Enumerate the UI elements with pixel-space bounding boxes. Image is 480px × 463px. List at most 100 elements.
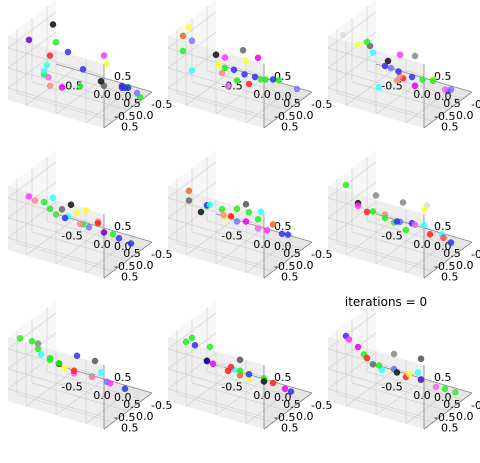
gridline (405, 387, 455, 425)
scatter-points (25, 21, 144, 101)
scatter-point (387, 64, 395, 72)
z-tick-label: 0.5 (274, 371, 292, 384)
scatter-point (25, 193, 33, 200)
y-tick-label: -0.5 (311, 248, 332, 261)
scatter-point (447, 239, 455, 246)
scatter-point (88, 373, 96, 381)
scatter-point (414, 369, 422, 376)
x-tick-label: 0.0 (413, 238, 431, 251)
tick-labels: -0.50.00.50.50.0-0.50.50.0-0.5 (221, 220, 332, 283)
scatter-point (179, 32, 187, 40)
gridline (191, 231, 289, 261)
scatter-point (345, 336, 353, 343)
tick-labels: -0.50.00.50.50.0-0.50.50.0-0.5 (221, 70, 332, 133)
scatter-point (115, 235, 123, 242)
y-tick-label: 0.0 (456, 109, 474, 122)
tick-labels: -0.50.00.50.50.0-0.50.50.0-0.5 (221, 371, 332, 434)
gridline (327, 67, 425, 97)
scatter-point (46, 356, 54, 364)
gridline (191, 382, 289, 412)
y-tick-label: 0.5 (121, 421, 139, 434)
scatter-point (100, 52, 108, 59)
y-tick-label: -0.5 (151, 248, 172, 261)
x-tick-label: 0.5 (123, 97, 141, 110)
x-tick-label: 0.0 (253, 238, 271, 251)
tick-labels: -0.50.00.50.50.0-0.50.50.0-0.5 (381, 220, 480, 283)
scatter-point (420, 206, 428, 213)
scatter-point (262, 76, 269, 83)
scatter-point (16, 335, 24, 342)
y-tick-label: -0.5 (471, 399, 480, 412)
x-tick-label: 0.0 (93, 238, 111, 251)
z-tick-label: 0.0 (274, 391, 292, 404)
scatter-point (218, 206, 226, 213)
y-tick-label: 0.5 (441, 120, 459, 133)
scatter-point (94, 220, 102, 227)
scatter-point (411, 221, 419, 229)
subplot-4: -0.50.00.50.50.0-0.50.50.0-0.5 (7, 150, 172, 283)
gridlines (327, 6, 464, 124)
scatter-point (233, 205, 241, 213)
gridline (245, 387, 295, 425)
scatter-point (224, 82, 232, 90)
x-tick-label: -0.5 (61, 229, 82, 242)
gridline (7, 11, 57, 49)
scatter-point (185, 197, 193, 204)
x-tick-label: -0.5 (61, 380, 82, 393)
z-tick-label: 0.0 (114, 90, 132, 103)
gridline (7, 47, 105, 77)
scatter-point (25, 36, 33, 44)
scatter-points (182, 334, 295, 395)
scatter-point (390, 350, 398, 358)
y-tick-label: -0.5 (471, 248, 480, 261)
gridline (336, 242, 434, 272)
scatter-point (381, 62, 389, 70)
gridline (7, 161, 57, 199)
scatter-point (209, 360, 217, 368)
scatter-point (287, 388, 295, 395)
gridlines (7, 156, 144, 274)
x-tick-label: 0.5 (443, 247, 461, 260)
gridline (327, 312, 377, 350)
subplot-7: -0.50.00.50.50.0-0.50.50.0-0.5 (7, 301, 172, 434)
scatter-point (257, 208, 265, 216)
x-tick-label: 0.0 (413, 389, 431, 402)
axis-line (423, 241, 473, 279)
z-tick-label: 0.0 (114, 391, 132, 404)
x-tick-label: -0.5 (61, 79, 82, 92)
scatter-point (106, 380, 114, 387)
scatter-point (452, 389, 459, 396)
scatter-point (61, 214, 69, 222)
y-tick-label: -0.5 (311, 399, 332, 412)
x-tick-label: -0.5 (381, 380, 402, 393)
scatter-point (375, 84, 383, 91)
scatter-point (70, 367, 78, 375)
x-tick-label: -0.5 (381, 229, 402, 242)
scatter-point (260, 378, 268, 385)
scatter-point (440, 234, 447, 242)
z-tick-label: -0.5 (114, 411, 135, 424)
scatter-point (393, 369, 401, 376)
y-tick-label: 0.0 (296, 410, 314, 423)
scatter-point (236, 356, 244, 364)
scatter-point (37, 351, 45, 358)
scatter-point (233, 218, 241, 225)
y-tick-label: 0.5 (441, 421, 459, 434)
scatter-point (408, 73, 416, 81)
scatter-point (429, 77, 437, 85)
gridline (31, 231, 129, 261)
z-tick-label: 0.0 (434, 391, 452, 404)
scatter-point (375, 362, 383, 369)
gridline (7, 368, 105, 398)
axis-line (103, 392, 153, 430)
scatter-point (381, 214, 389, 222)
scatter-point (363, 208, 371, 216)
gridline (167, 11, 217, 49)
scatter-point (275, 77, 283, 84)
scatter-point (46, 82, 54, 90)
gridline (167, 67, 265, 97)
scatter-point (28, 337, 36, 345)
scatter-point (378, 366, 386, 374)
z-tick-label: -0.5 (274, 260, 295, 273)
